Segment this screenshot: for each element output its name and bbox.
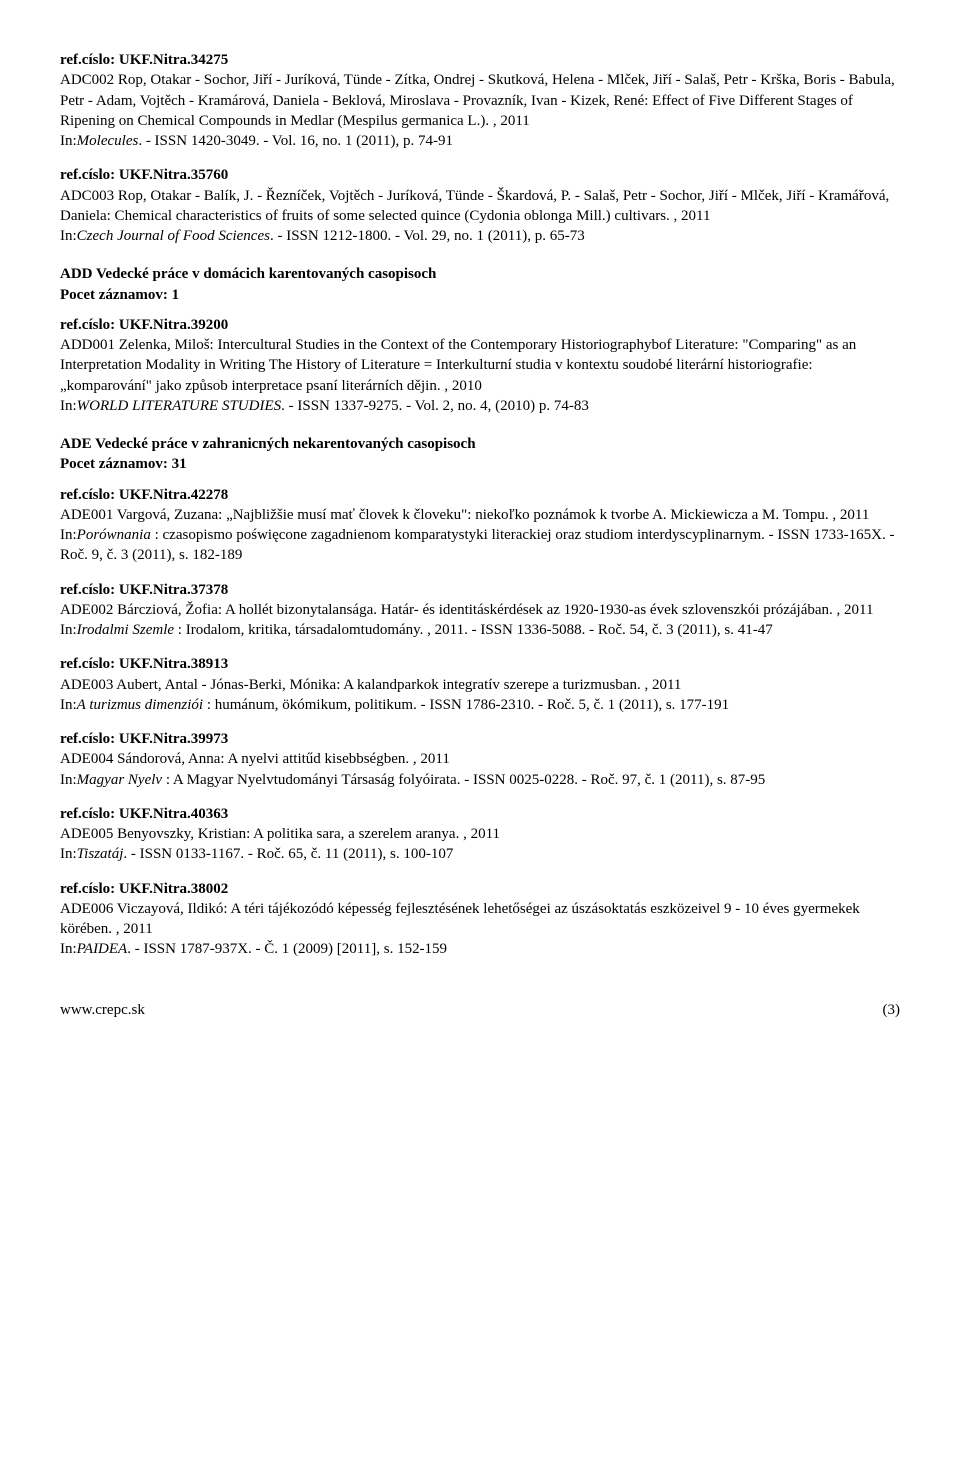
entry-in: In:Porównania : czasopismo poświęcone za… — [60, 525, 900, 566]
ref-label: ref.císlo: UKF.Nitra.38002 — [60, 879, 900, 899]
ref-label: ref.císlo: UKF.Nitra.39200 — [60, 315, 900, 335]
in-journal: Porównania — [77, 527, 151, 543]
bib-entry: ref.císlo: UKF.Nitra.35760 ADC003 Rop, O… — [60, 165, 900, 246]
in-prefix: In: — [60, 398, 77, 414]
entry-in: In:PAIDEA. - ISSN 1787-937X. - Č. 1 (200… — [60, 939, 900, 959]
ref-label: ref.císlo: UKF.Nitra.39973 — [60, 729, 900, 749]
entry-body: ADC003 Rop, Otakar - Balík, J. - Řezníče… — [60, 186, 900, 227]
bib-entry: ref.císlo: UKF.Nitra.39973 ADE004 Sándor… — [60, 729, 900, 790]
entry-in: In:Magyar Nyelv : A Magyar Nyelvtudomány… — [60, 770, 900, 790]
entry-in: In:WORLD LITERATURE STUDIES. - ISSN 1337… — [60, 396, 900, 416]
in-journal: Irodalmi Szemle — [77, 622, 174, 638]
in-journal: Tiszatáj — [77, 846, 124, 862]
ref-label: ref.císlo: UKF.Nitra.35760 — [60, 165, 900, 185]
entry-body: ADE005 Benyovszky, Kristian: A politika … — [60, 824, 900, 844]
entry-body: ADE003 Aubert, Antal - Jónas-Berki, Móni… — [60, 675, 900, 695]
ref-label: ref.císlo: UKF.Nitra.38913 — [60, 654, 900, 674]
in-suffix: . - ISSN 0133-1167. - Roč. 65, č. 11 (20… — [123, 846, 453, 862]
record-count: Pocet záznamov: 1 — [60, 285, 900, 305]
bib-entry: ref.císlo: UKF.Nitra.34275 ADC002 Rop, O… — [60, 50, 900, 151]
in-journal: WORLD LITERATURE STUDIES — [77, 398, 281, 414]
in-suffix: . - ISSN 1212-1800. - Vol. 29, no. 1 (20… — [270, 228, 585, 244]
entry-body: ADE001 Vargová, Zuzana: „Najbližšie musí… — [60, 505, 900, 525]
page-footer: www.crepc.sk (3) — [60, 1000, 900, 1020]
in-suffix: : A Magyar Nyelvtudományi Társaság folyó… — [162, 772, 765, 788]
in-prefix: In: — [60, 527, 77, 543]
in-prefix: In: — [60, 228, 77, 244]
entry-in: In:A turizmus dimenziói : humánum, ökómi… — [60, 695, 900, 715]
in-prefix: In: — [60, 772, 77, 788]
bib-entry: ref.císlo: UKF.Nitra.38913 ADE003 Aubert… — [60, 654, 900, 715]
entry-in: In:Czech Journal of Food Sciences. - ISS… — [60, 226, 900, 246]
in-prefix: In: — [60, 941, 77, 957]
in-prefix: In: — [60, 622, 77, 638]
entry-body: ADE004 Sándorová, Anna: A nyelvi attitűd… — [60, 749, 900, 769]
entry-body: ADD001 Zelenka, Miloš: Intercultural Stu… — [60, 335, 900, 396]
bib-entry: ref.císlo: UKF.Nitra.42278 ADE001 Vargov… — [60, 485, 900, 566]
in-journal: A turizmus dimenziói — [77, 697, 203, 713]
entry-in: In:Irodalmi Szemle : Irodalom, kritika, … — [60, 620, 900, 640]
bib-entry: ref.císlo: UKF.Nitra.39200 ADD001 Zelenk… — [60, 315, 900, 416]
in-journal: Czech Journal of Food Sciences — [77, 228, 270, 244]
section-heading-add: ADD Vedecké práce v domácich karentovaný… — [60, 264, 900, 284]
bib-entry: ref.císlo: UKF.Nitra.37378 ADE002 Bárczi… — [60, 580, 900, 641]
section-heading-ade: ADE Vedecké práce v zahranicných nekaren… — [60, 434, 900, 454]
record-count: Pocet záznamov: 31 — [60, 454, 900, 474]
in-prefix: In: — [60, 846, 77, 862]
in-prefix: In: — [60, 133, 77, 149]
in-journal: Magyar Nyelv — [77, 772, 162, 788]
entry-body: ADE006 Viczayová, Ildikó: A téri tájékoz… — [60, 899, 900, 940]
ref-label: ref.císlo: UKF.Nitra.37378 — [60, 580, 900, 600]
in-journal: PAIDEA — [77, 941, 128, 957]
in-suffix: : humánum, ökómikum, politikum. - ISSN 1… — [203, 697, 729, 713]
in-suffix: . - ISSN 1337-9275. - Vol. 2, no. 4, (20… — [281, 398, 589, 414]
entry-in: In:Tiszatáj. - ISSN 0133-1167. - Roč. 65… — [60, 844, 900, 864]
footer-page-number: (3) — [883, 1000, 901, 1020]
in-suffix: . - ISSN 1787-937X. - Č. 1 (2009) [2011]… — [127, 941, 447, 957]
in-suffix: : Irodalom, kritika, társadalomtudomány.… — [174, 622, 773, 638]
bib-entry: ref.císlo: UKF.Nitra.38002 ADE006 Viczay… — [60, 879, 900, 960]
footer-url: www.crepc.sk — [60, 1000, 145, 1020]
in-journal: Molecules — [77, 133, 139, 149]
ref-label: ref.císlo: UKF.Nitra.34275 — [60, 50, 900, 70]
in-prefix: In: — [60, 697, 77, 713]
in-suffix: : czasopismo poświęcone zagadnienom komp… — [60, 527, 894, 563]
bib-entry: ref.císlo: UKF.Nitra.40363 ADE005 Benyov… — [60, 804, 900, 865]
ref-label: ref.císlo: UKF.Nitra.42278 — [60, 485, 900, 505]
ref-label: ref.císlo: UKF.Nitra.40363 — [60, 804, 900, 824]
in-suffix: . - ISSN 1420-3049. - Vol. 16, no. 1 (20… — [138, 133, 453, 149]
entry-body: ADE002 Bárcziová, Žofia: A hollét bizony… — [60, 600, 900, 620]
entry-in: In:Molecules. - ISSN 1420-3049. - Vol. 1… — [60, 131, 900, 151]
entry-body: ADC002 Rop, Otakar - Sochor, Jiří - Jurí… — [60, 70, 900, 131]
